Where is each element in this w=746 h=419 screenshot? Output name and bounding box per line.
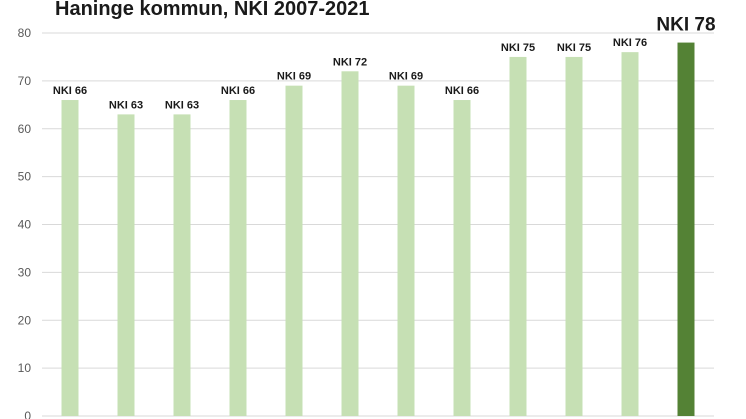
data-labels: NKI 66 NKI 63 NKI 63 NKI 66 NKI 69 NKI 72 NKI … [53, 15, 716, 112]
y-tick-label: 30 [18, 265, 32, 279]
y-tick-label: 0 [24, 409, 31, 419]
data-label: NKI 66 [221, 85, 255, 97]
bar [61, 100, 79, 417]
bar [229, 100, 247, 417]
y-tick-label: 40 [18, 218, 32, 232]
bar [509, 56, 527, 416]
bar [341, 71, 359, 417]
chart-title: Haninge kommun, NKI 2007-2021 [55, 0, 370, 20]
y-tick-label: 20 [18, 313, 32, 327]
data-label: NKI 66 [445, 85, 479, 97]
y-tick-label: 10 [18, 361, 32, 375]
y-tick-label: 60 [18, 122, 32, 136]
data-label: NKI 66 [53, 85, 87, 97]
data-label: NKI 63 [165, 99, 199, 111]
y-tick-label: 50 [18, 170, 32, 184]
data-label: NKI 75 [501, 42, 535, 54]
bar [621, 52, 639, 417]
data-label: NKI 72 [333, 56, 367, 68]
data-label: NKI 63 [109, 99, 143, 111]
data-label: NKI 69 [277, 71, 311, 83]
bars [61, 42, 695, 417]
y-tick-label: 80 [18, 26, 32, 40]
bar [397, 85, 415, 416]
bar [173, 114, 191, 416]
gridlines [42, 32, 714, 417]
bar [285, 85, 303, 416]
bar [453, 100, 471, 417]
bar [565, 56, 583, 416]
bar [117, 114, 135, 416]
bar [677, 42, 695, 416]
data-label: NKI 69 [389, 71, 423, 83]
data-label: NKI 75 [557, 42, 591, 54]
data-label: NKI 78 [656, 15, 715, 36]
data-label: NKI 76 [613, 37, 647, 49]
y-tick-label: 70 [18, 74, 32, 88]
y-axis-ticks: 0 10 20 30 40 50 60 70 80 [18, 26, 32, 419]
